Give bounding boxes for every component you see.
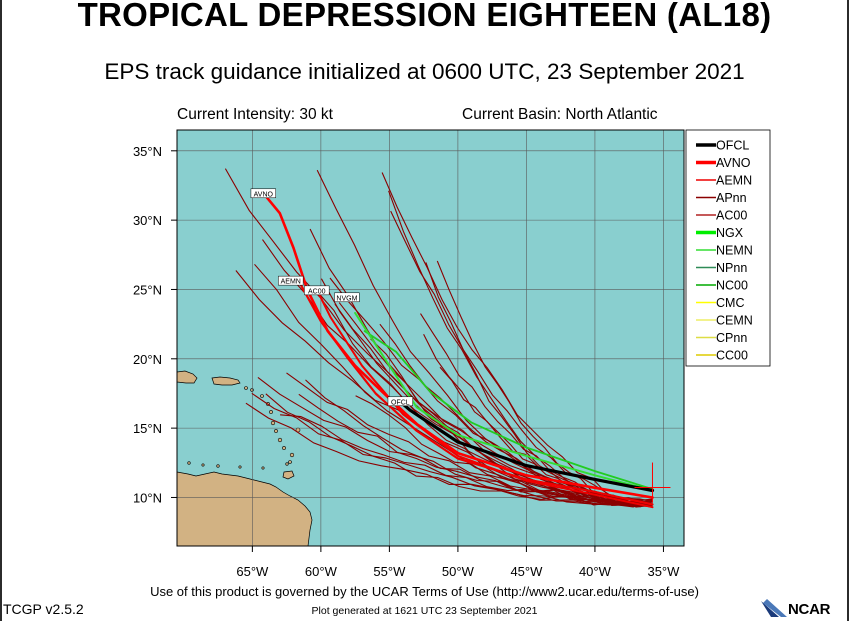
legend-label: AVNO xyxy=(716,156,751,170)
legend-entry-nc00: NC00 xyxy=(696,279,748,293)
lon-tick-label: 35°W xyxy=(647,564,680,579)
track-avno xyxy=(264,195,654,499)
legend: OFCL AVNO AEMN APnn AC00 NGX NEMN NPnn NC00 CMC CE… xyxy=(685,129,771,367)
svg-text:AVNO: AVNO xyxy=(254,191,274,198)
legend-label: CMC xyxy=(716,296,744,310)
ensemble-member-track xyxy=(309,228,653,505)
legend-label: OFCL xyxy=(716,139,749,153)
window-edge-right xyxy=(847,0,849,621)
lat-tick-label: 35°N xyxy=(133,144,162,159)
legend-entry-cc00: CC00 xyxy=(696,349,748,363)
legend-entry-nemn: NEMN xyxy=(696,244,753,258)
lat-tick-label: 25°N xyxy=(133,282,162,297)
current-basin: Current Basin: North Atlantic xyxy=(462,106,658,123)
legend-entry-ngx: NGX xyxy=(696,226,744,240)
ensemble-member-track xyxy=(298,393,653,507)
ncar-logo-icon xyxy=(761,599,787,617)
svg-text:OFCL: OFCL xyxy=(391,399,410,406)
axis-ticks xyxy=(171,150,664,552)
legend-label: CEMN xyxy=(716,314,753,328)
version-label: TCGP v2.5.2 xyxy=(3,601,84,617)
land-lesser-antilles xyxy=(187,386,301,470)
ensemble-member-track xyxy=(257,376,653,501)
legend-label: CC00 xyxy=(716,349,748,363)
lat-lon-grid xyxy=(177,130,684,546)
svg-text:AC00: AC00 xyxy=(308,288,326,295)
track-label-ac00: AC00 xyxy=(304,285,330,295)
legend-entry-aemn: AEMN xyxy=(696,174,752,188)
window-edge-left xyxy=(0,0,2,621)
lat-tick-label: 10°N xyxy=(133,490,162,505)
land-puerto-rico xyxy=(211,376,241,386)
land-trinidad xyxy=(282,470,295,480)
legend-entry-avno: AVNO xyxy=(696,156,751,170)
legend-label: NC00 xyxy=(716,279,748,293)
ncar-logo-text: NCAR xyxy=(788,601,831,618)
lat-tick-label: 20°N xyxy=(133,352,162,367)
lat-tick-label: 30°N xyxy=(133,213,162,228)
track-label-avno: AVNO xyxy=(250,188,276,198)
svg-text:NVGM: NVGM xyxy=(336,295,357,302)
lon-tick-label: 50°W xyxy=(442,564,475,579)
legend-label: APnn xyxy=(716,191,747,205)
current-position-marker xyxy=(634,462,671,503)
storm-title: TROPICAL DEPRESSION EIGHTEEN (AL18) xyxy=(77,0,772,33)
track-label-nvgm: NVGM xyxy=(334,292,360,302)
legend-label: NPnn xyxy=(716,261,747,275)
track-labels: AVNO AEMN AC00 NVGM OFCL xyxy=(250,188,414,406)
legend-entry-npnn: NPnn xyxy=(696,261,747,275)
legend-entry-cemn: CEMN xyxy=(696,314,753,328)
legend-label: NGX xyxy=(716,226,744,240)
model-tracks xyxy=(264,195,655,509)
latitude-labels: 10°N 15°N 20°N 25°N 30°N 35°N xyxy=(133,144,162,506)
legend-entry-apnn: APnn xyxy=(696,191,747,205)
ensemble-member-track xyxy=(439,366,653,508)
track-ofcl xyxy=(398,400,655,493)
legend-label: NEMN xyxy=(716,244,753,258)
lon-tick-label: 65°W xyxy=(236,564,269,579)
legend-entry-ofcl: OFCL xyxy=(696,139,749,153)
legend-label: CPnn xyxy=(716,331,747,345)
lon-tick-label: 60°W xyxy=(305,564,338,579)
legend-entry-cmc: CMC xyxy=(696,296,744,310)
land-hispaniola xyxy=(177,370,198,384)
longitude-labels: 65°W 60°W 55°W 50°W 45°W 40°W 35°W xyxy=(236,564,680,579)
lon-tick-label: 55°W xyxy=(373,564,406,579)
lat-tick-label: 15°N xyxy=(133,421,162,436)
track-label-ofcl: OFCL xyxy=(387,396,414,406)
legend-label: AEMN xyxy=(716,174,752,188)
legend-entry-ac00: AC00 xyxy=(696,209,747,223)
lon-tick-label: 40°W xyxy=(579,564,612,579)
land-south-america xyxy=(177,471,313,546)
svg-text:AEMN: AEMN xyxy=(281,279,301,286)
lon-tick-label: 45°W xyxy=(510,564,543,579)
track-label-aemn: AEMN xyxy=(278,275,304,286)
guidance-subtitle: EPS track guidance initialized at 0600 U… xyxy=(104,59,745,84)
track-nemn xyxy=(363,330,654,490)
terms-of-use: Use of this product is governed by the U… xyxy=(150,584,699,599)
plot-frame xyxy=(176,129,685,547)
plot-generated: Plot generated at 1621 UTC 23 September … xyxy=(311,605,538,617)
ensemble-member-track xyxy=(286,372,653,506)
ensemble-member-track xyxy=(251,392,653,507)
track-ngx xyxy=(354,312,654,492)
legend-label: AC00 xyxy=(716,209,747,223)
current-intensity: Current Intensity: 30 kt xyxy=(177,106,333,123)
legend-entry-cpnn: CPnn xyxy=(696,331,747,345)
